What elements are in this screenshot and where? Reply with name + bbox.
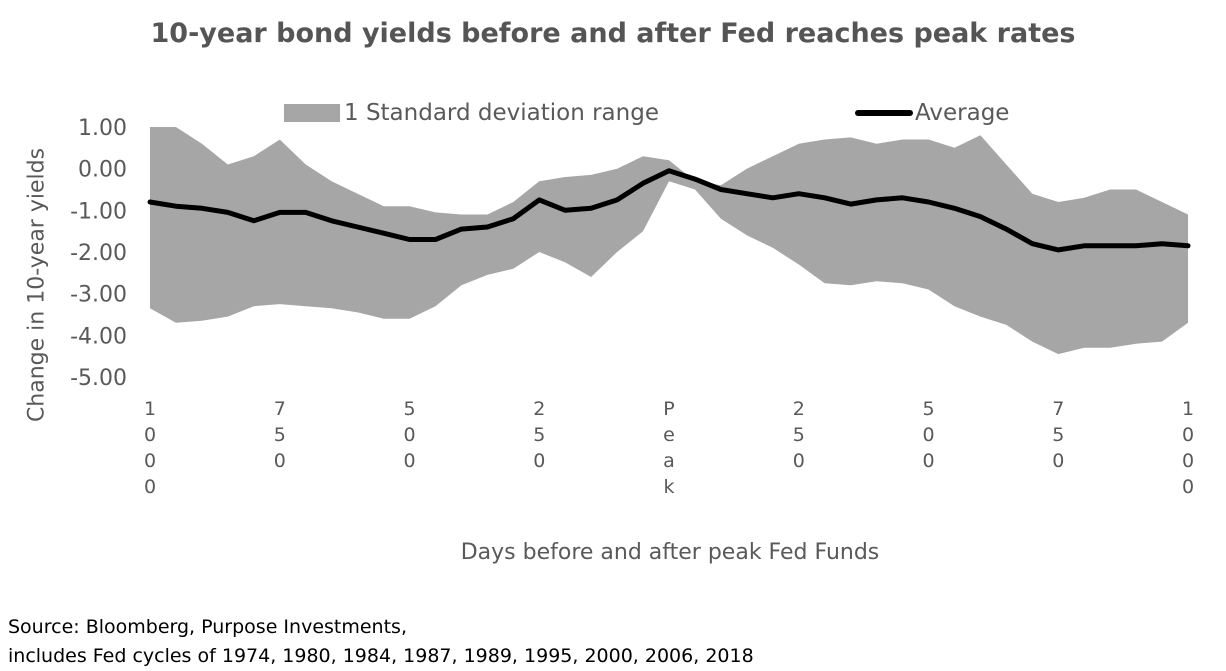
std-dev-band <box>150 127 1188 355</box>
y-tick-label: -4.00 <box>70 324 127 349</box>
chart-plot: 1.00 0.00 -1.00 -2.00 -3.00 -4.00 -5.00 1 0 0 0 7 5… <box>70 116 1194 498</box>
legend-label-band: 1 Standard deviation range <box>344 100 659 126</box>
x-axis-ticks: 1 0 0 0 7 5 0 5 0 0 2 5 0 P e a k 2 5 0 5 0 0 7 5 0 1 0 0 0 <box>144 398 1194 498</box>
source-line-2: includes Fed cycles of 1974, 1980, 1984,… <box>8 645 754 667</box>
line-layer <box>147 168 1191 253</box>
y-tick-label: 1.00 <box>78 116 127 141</box>
y-tick-label: -5.00 <box>70 366 127 391</box>
average-line <box>147 168 1191 253</box>
y-axis-label: Change in 10-year yields <box>24 147 50 423</box>
source-note: Source: Bloomberg, Purpose Investments, … <box>8 613 754 671</box>
legend-item-average: Average <box>855 100 1009 126</box>
legend-swatch-band <box>284 104 340 122</box>
chart-title: 10-year bond yields before and after Fed… <box>150 18 1076 49</box>
y-tick-label: -2.00 <box>70 241 127 266</box>
legend-item-band: 1 Standard deviation range <box>284 100 659 126</box>
legend-swatch-average <box>855 110 913 116</box>
y-tick-label: -1.00 <box>70 199 127 224</box>
x-axis-label: Days before and after peak Fed Funds <box>460 540 880 565</box>
y-axis-ticks: 1.00 0.00 -1.00 -2.00 -3.00 -4.00 -5.00 <box>70 116 127 391</box>
y-tick-label: 0.00 <box>78 158 127 183</box>
legend-label-average: Average <box>915 100 1010 126</box>
source-line-1: Source: Bloomberg, Purpose Investments, <box>8 616 407 638</box>
legend: 1 Standard deviation range Average <box>0 100 1226 132</box>
band-layer <box>150 127 1188 355</box>
y-tick-label: -3.00 <box>70 283 127 308</box>
